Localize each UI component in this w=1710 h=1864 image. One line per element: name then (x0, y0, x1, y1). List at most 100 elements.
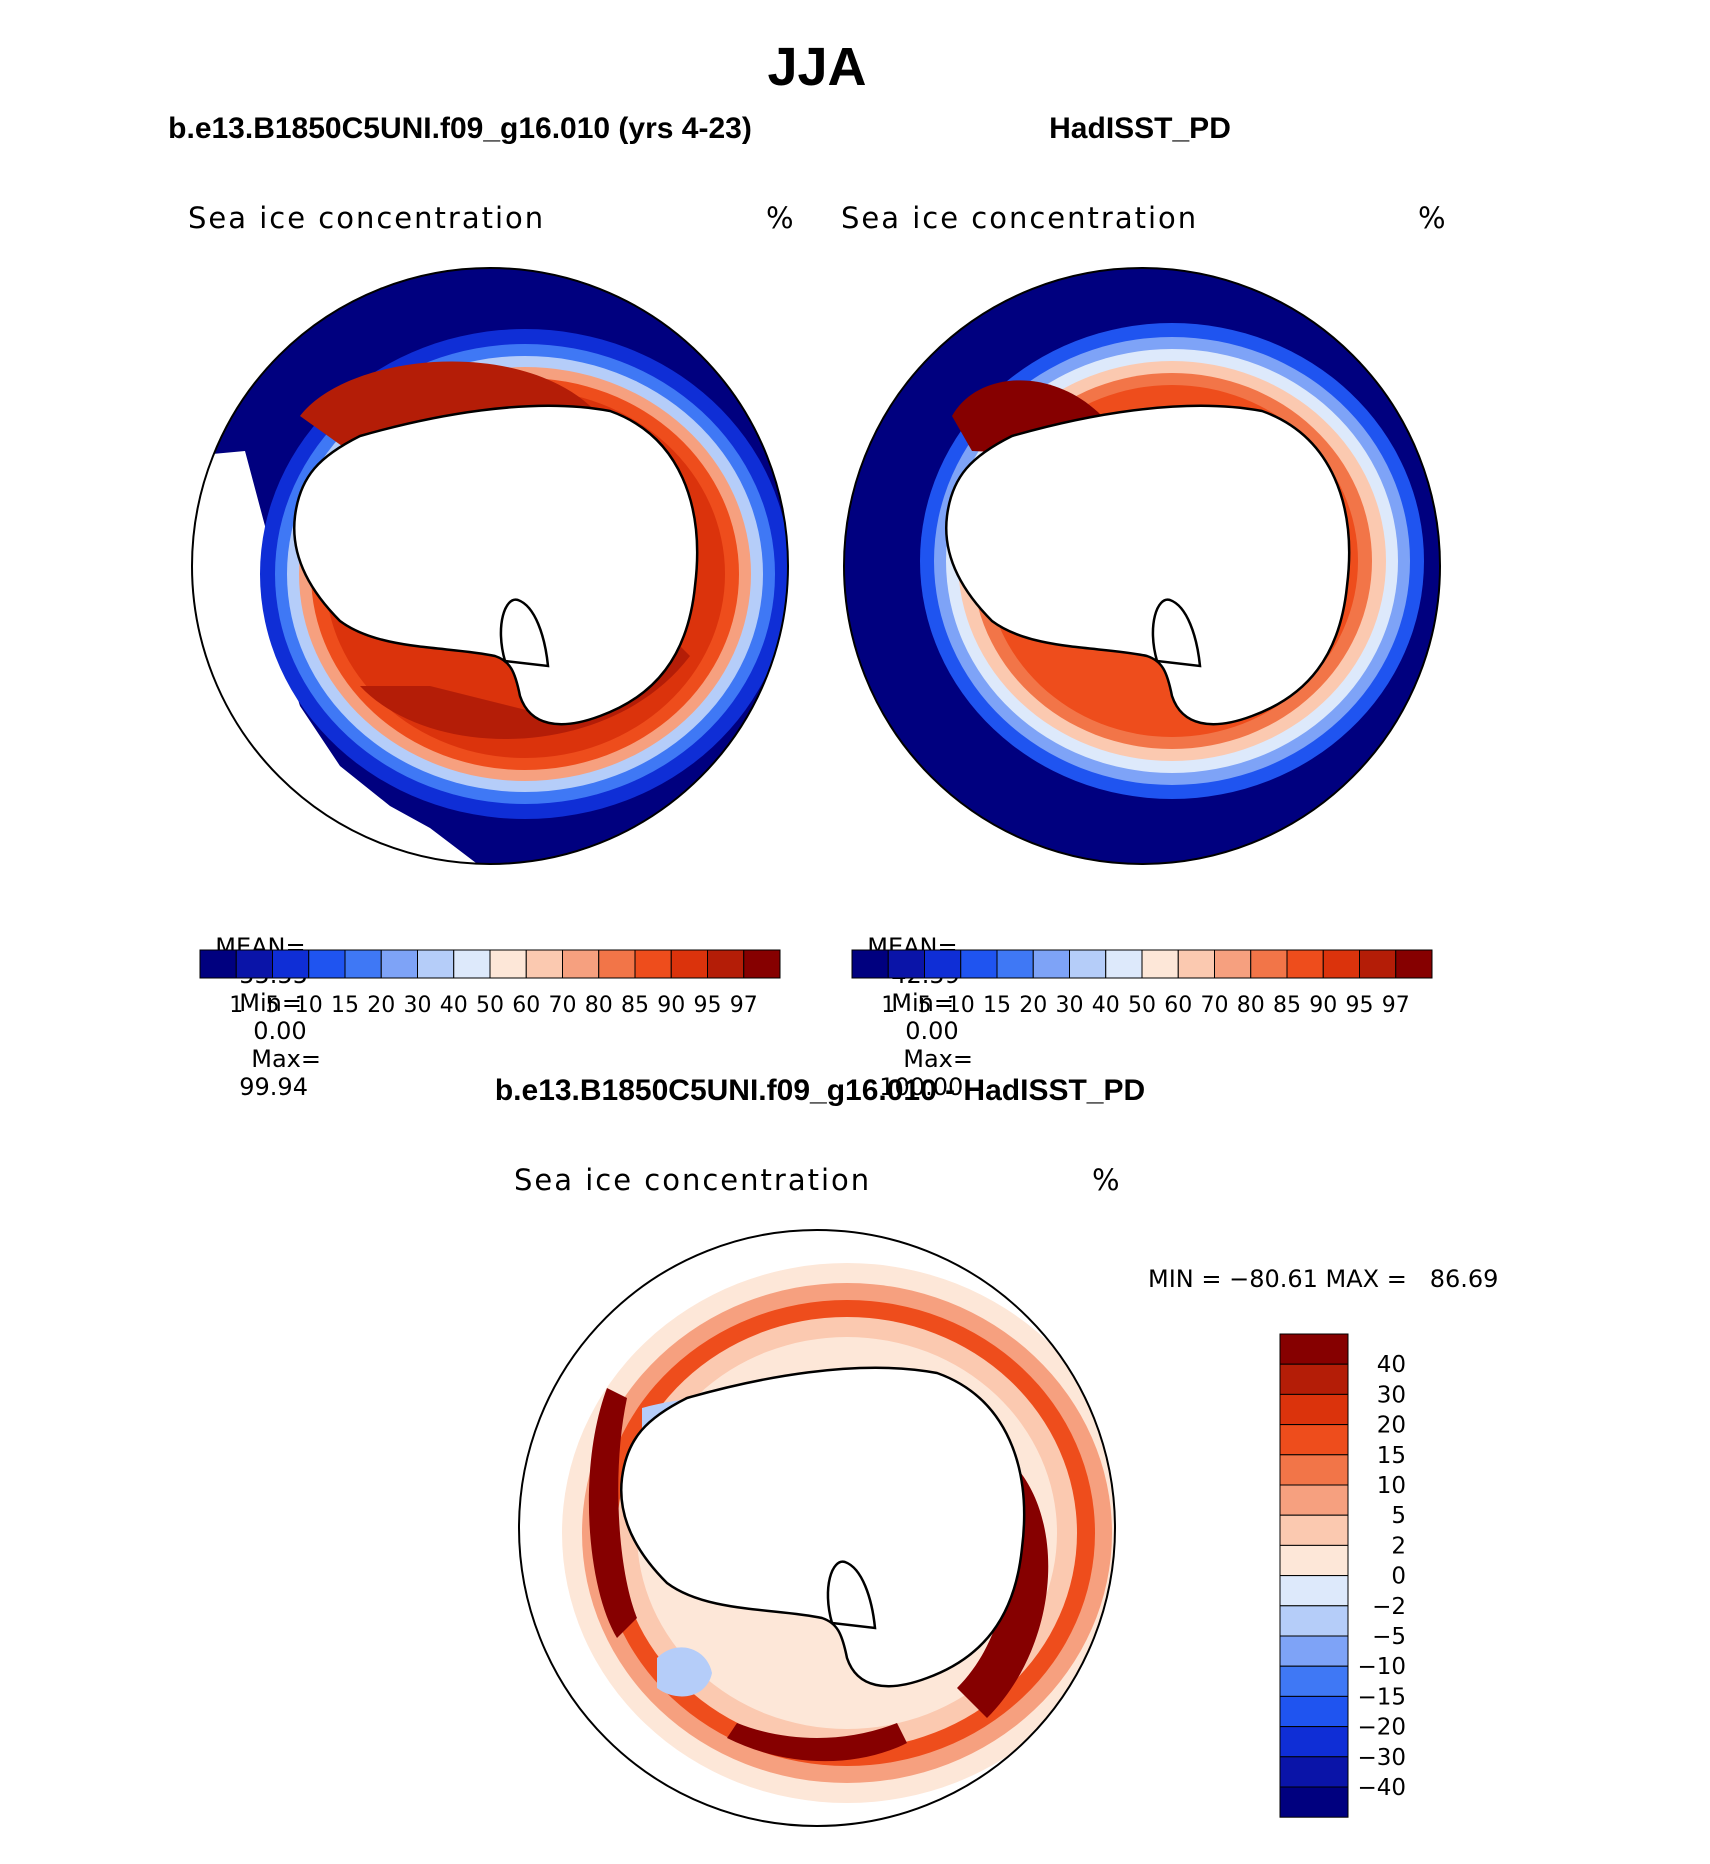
obs-colorbar: 1 5 10 15 20 30 40 50 60 70 80 85 90 95 97 (851, 949, 1433, 1018)
obs-colorbar-tick-label: 60 (1164, 993, 1192, 1018)
diff-colorbar-box (1279, 1605, 1349, 1637)
diff-subtitle: Sea ice concentration (514, 1163, 872, 1197)
obs-colorbar-box (1141, 949, 1179, 979)
obs-colorbar-box (887, 949, 925, 979)
diff-colorbar-box (1279, 1544, 1349, 1577)
model-colorbar-box (453, 949, 491, 979)
obs-colorbar-tick-label: 85 (1273, 993, 1301, 1018)
diff-colorbar-tick-label: 5 (1391, 1503, 1406, 1529)
obs-colorbar-tick-label: 97 (1382, 993, 1410, 1018)
diff-colorbar-tick-label: −15 (1357, 1684, 1406, 1710)
diff-polar-map (518, 1229, 1116, 1827)
obs-min-value: 0.00 (905, 1017, 959, 1045)
diff-colorbar-tick-label: 15 (1377, 1443, 1406, 1469)
obs-colorbar-tick-label: 80 (1237, 993, 1265, 1018)
model-heading: b.e13.B1850C5UNI.f09_g16.010 (yrs 4-23) (168, 112, 752, 145)
model-colorbar-box (417, 949, 455, 979)
diff-colorbar-box (1279, 1756, 1349, 1788)
figure-title: JJA (767, 37, 867, 97)
model-colorbar-tick-label: 20 (367, 993, 395, 1018)
obs-map-border (843, 267, 1441, 865)
obs-polar-map (843, 267, 1441, 865)
obs-colorbar-tick-label: 15 (983, 993, 1011, 1018)
model-colorbar-tick-label: 97 (730, 993, 758, 1018)
model-colorbar-tick-label: 85 (621, 993, 649, 1018)
model-colorbar-box (199, 949, 237, 979)
diff-colorbar-box (1279, 1393, 1349, 1426)
diff-colorbar-box (1279, 1484, 1349, 1516)
diff-colorbar-tick-label: 20 (1377, 1413, 1406, 1439)
obs-colorbar-box (1250, 949, 1288, 979)
antarctic-peninsula (826, 1560, 877, 1630)
diff-colorbar-box (1279, 1635, 1349, 1667)
model-colorbar-tick-label: 80 (585, 993, 613, 1018)
diff-colorbar-tick-label: 2 (1391, 1533, 1406, 1559)
obs-max-label: Max= (903, 1045, 973, 1073)
obs-colorbar-box (1032, 949, 1070, 979)
model-colorbar-box (525, 949, 563, 979)
diff-colorbar-box (1279, 1786, 1349, 1818)
obs-subtitle: Sea ice concentration (841, 201, 1199, 235)
diff-colorbar-box (1279, 1424, 1349, 1456)
diff-units: % (1092, 1163, 1122, 1197)
antarctica-land (620, 1366, 1026, 1688)
antarctica-land (293, 404, 699, 726)
obs-colorbar-box (1359, 949, 1397, 979)
obs-min-label: Min= (891, 989, 954, 1017)
model-colorbar-tick-label: 70 (549, 993, 577, 1018)
obs-colorbar-box (1214, 949, 1252, 979)
antarctic-peninsula (499, 598, 550, 668)
diff-map-border (518, 1229, 1116, 1827)
obs-colorbar-tick-label: 20 (1019, 993, 1047, 1018)
model-colorbar-tick-label: 50 (476, 993, 504, 1018)
obs-colorbar-box (1069, 949, 1107, 979)
model-colorbar-tick-label: 40 (440, 993, 468, 1018)
model-colorbar-box (380, 949, 418, 979)
obs-colorbar-box (960, 949, 998, 979)
diff-colorbar-tick-label: −10 (1357, 1654, 1406, 1680)
model-colorbar-box (308, 949, 346, 979)
diff-colorbar-box (1279, 1514, 1349, 1546)
obs-colorbar-box (1395, 949, 1433, 979)
model-colorbar-box (670, 949, 708, 979)
diff-colorbar-box (1279, 1363, 1349, 1395)
obs-colorbar-box (1286, 949, 1324, 979)
diff-colorbar-box (1279, 1454, 1349, 1486)
diff-colorbar-tick-label: 0 (1391, 1564, 1406, 1590)
diff-colorbar-tick-label: −40 (1357, 1775, 1406, 1801)
model-colorbar-tick-label: 90 (657, 993, 685, 1018)
model-max-value: 99.94 (239, 1073, 308, 1101)
model-polar-map (191, 267, 789, 865)
model-colorbar-box (562, 949, 600, 979)
diff-colorbar-tick-label: 40 (1377, 1352, 1406, 1378)
model-colorbar-tick-label: 10 (295, 993, 323, 1018)
obs-colorbar-box (1322, 949, 1360, 979)
model-colorbar-tick-label: 95 (694, 993, 722, 1018)
obs-colorbar-box (924, 949, 962, 979)
diff-colorbar-box (1279, 1726, 1349, 1758)
obs-colorbar-tick-label: 30 (1056, 993, 1084, 1018)
obs-colorbar-tick-label: 70 (1201, 993, 1229, 1018)
diff-colorbar-box (1279, 1333, 1349, 1365)
obs-colorbar-box (996, 949, 1034, 979)
obs-colorbar-box (1105, 949, 1143, 979)
obs-colorbar-tick-label: 1 (881, 993, 895, 1018)
obs-colorbar-tick-label: 95 (1346, 993, 1374, 1018)
diff-heading: b.e13.B1850C5UNI.f09_g16.010 - HadISST_P… (494, 1074, 1146, 1107)
obs-colorbar-tick-label: 10 (947, 993, 975, 1018)
model-colorbar-tick-label: 1 (229, 993, 243, 1018)
model-colorbar-box (598, 949, 636, 979)
model-subtitle: Sea ice concentration (188, 201, 546, 235)
obs-max-value: 100.00 (879, 1073, 964, 1101)
model-map-border (191, 267, 789, 865)
obs-colorbar-tick-label: 5 (918, 993, 932, 1018)
model-units: % (766, 201, 796, 235)
model-max-label: Max= (251, 1045, 321, 1073)
model-min-value: 0.00 (253, 1017, 307, 1045)
diff-colorbar-tick-label: −30 (1357, 1745, 1406, 1771)
obs-colorbar-box (1177, 949, 1215, 979)
obs-heading: HadISST_PD (1049, 112, 1231, 145)
diff-colorbar-box (1279, 1665, 1349, 1697)
diff-colorbar-box (1279, 1695, 1349, 1728)
